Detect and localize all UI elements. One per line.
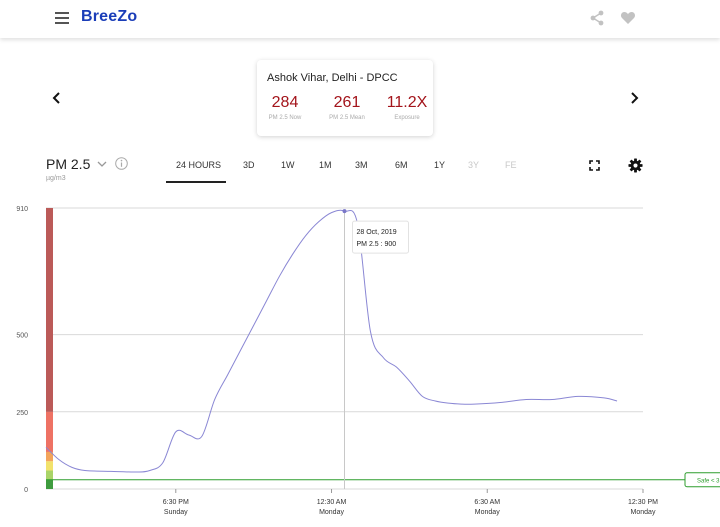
data-point[interactable]	[239, 349, 241, 351]
data-point[interactable]	[175, 431, 177, 433]
x-tick-sublabel: Monday	[631, 509, 656, 516]
metric-exposure-value: 11.2X	[386, 94, 428, 111]
x-tick-label: 6:30 AM	[474, 499, 500, 506]
data-point[interactable]	[460, 403, 462, 405]
range-tab-fe: FE	[505, 160, 517, 170]
active-tab-indicator	[166, 181, 226, 183]
safe-threshold-label: Safe < 3	[697, 479, 720, 485]
data-point[interactable]	[395, 366, 397, 368]
x-tick-label: 12:30 PM	[628, 499, 658, 506]
aqi-band	[46, 411, 53, 452]
tooltip-value: PM 2.5 : 900	[357, 241, 397, 248]
data-point[interactable]	[291, 253, 293, 255]
aqi-band	[46, 208, 53, 412]
range-tab-1m[interactable]: 1M	[319, 160, 332, 170]
previous-station-arrow-icon[interactable]	[50, 90, 64, 106]
y-tick-label: 0	[24, 487, 28, 494]
data-point[interactable]	[214, 398, 216, 400]
range-tab-3d[interactable]: 3D	[243, 160, 255, 170]
data-point[interactable]	[330, 211, 332, 213]
aqi-band	[46, 461, 53, 471]
fullscreen-icon[interactable]	[589, 160, 600, 171]
data-point[interactable]	[188, 434, 190, 436]
x-tick-label: 6:30 PM	[163, 499, 189, 506]
share-icon[interactable]	[589, 10, 605, 26]
heart-icon[interactable]	[620, 10, 636, 26]
metric-exposure-label: Exposure	[394, 115, 420, 121]
next-station-arrow-icon[interactable]	[627, 90, 641, 106]
x-tick-sublabel: Monday	[319, 509, 344, 516]
top-app-bar: BreeZo	[0, 0, 720, 38]
data-point[interactable]	[226, 374, 228, 376]
data-point[interactable]	[304, 235, 306, 237]
pollutant-selector[interactable]: PM 2.5	[46, 156, 107, 172]
data-point[interactable]	[499, 401, 501, 403]
data-point[interactable]	[369, 330, 371, 332]
data-point[interactable]	[265, 299, 267, 301]
data-point[interactable]	[616, 400, 618, 402]
data-point[interactable]	[45, 446, 47, 448]
tooltip-box	[352, 220, 409, 254]
info-icon[interactable]	[115, 157, 128, 170]
chevron-down-icon	[97, 161, 107, 167]
y-tick-label: 500	[16, 333, 28, 340]
data-point[interactable]	[162, 462, 164, 464]
data-point[interactable]	[603, 397, 605, 399]
data-point[interactable]	[434, 400, 436, 402]
range-tab-3y: 3Y	[468, 160, 480, 170]
data-point[interactable]	[577, 395, 579, 397]
x-tick-sublabel: Monday	[475, 509, 500, 516]
data-point[interactable]	[71, 466, 73, 468]
data-point[interactable]	[421, 395, 423, 397]
gear-icon[interactable]	[628, 158, 643, 173]
app-logo[interactable]: BreeZo	[81, 8, 138, 25]
pm25-line-chart[interactable]: 0 250 500 910 Safe < 3 6:30 PM Sunday 12:30 AM M…	[0, 195, 720, 527]
data-point[interactable]	[447, 402, 449, 404]
pm25-series-line[interactable]	[45, 209, 618, 473]
data-point[interactable]	[317, 221, 319, 223]
metric-exposure: 11.2X Exposure	[377, 94, 437, 121]
data-point[interactable]	[136, 471, 138, 473]
data-point[interactable]	[408, 380, 410, 382]
station-name: Ashok Vihar, Delhi - DPCC	[267, 72, 398, 84]
data-point[interactable]	[278, 275, 280, 277]
metric-now-label: PM 2.5 Now	[268, 115, 302, 121]
pollutant-unit: µg/m3	[46, 175, 66, 182]
data-point[interactable]	[149, 469, 151, 471]
tooltip-date: 28 Oct, 2019	[357, 229, 397, 236]
pollutant-name: PM 2.5	[46, 156, 91, 172]
aqi-band	[46, 451, 53, 462]
range-tab-24-hours[interactable]: 24 HOURS	[176, 160, 222, 170]
range-tab-3m[interactable]: 3M	[355, 160, 368, 170]
range-tab-6m[interactable]: 6M	[395, 160, 408, 170]
y-tick-label: 910	[16, 206, 28, 213]
data-point[interactable]	[84, 469, 86, 471]
metric-now: 284 PM 2.5 Now	[255, 94, 315, 121]
metric-mean: 261 PM 2.5 Mean	[317, 94, 377, 121]
data-point[interactable]	[110, 470, 112, 472]
y-tick-label: 250	[16, 410, 28, 417]
highlighted-point	[342, 209, 347, 214]
metric-mean-label: PM 2.5 Mean	[329, 115, 365, 121]
hamburger-menu-icon[interactable]	[55, 12, 69, 24]
data-point[interactable]	[382, 357, 384, 359]
data-point[interactable]	[252, 324, 254, 326]
x-tick-label: 12:30 AM	[317, 499, 347, 506]
range-tab-1w[interactable]: 1W	[281, 160, 295, 170]
metric-mean-value: 261	[333, 94, 361, 111]
data-point[interactable]	[58, 458, 60, 460]
range-tab-1y[interactable]: 1Y	[434, 160, 446, 170]
data-point[interactable]	[525, 398, 527, 400]
data-point[interactable]	[201, 435, 203, 437]
data-point[interactable]	[551, 398, 553, 400]
safe-threshold-box	[684, 472, 720, 488]
x-tick-sublabel: Sunday	[164, 509, 188, 516]
metric-now-value: 284	[271, 94, 299, 111]
aqi-band	[46, 479, 53, 489]
aqi-band	[46, 470, 53, 480]
station-summary-card[interactable]: Ashok Vihar, Delhi - DPCC 284 PM 2.5 Now…	[257, 60, 433, 136]
data-point[interactable]	[473, 403, 475, 405]
